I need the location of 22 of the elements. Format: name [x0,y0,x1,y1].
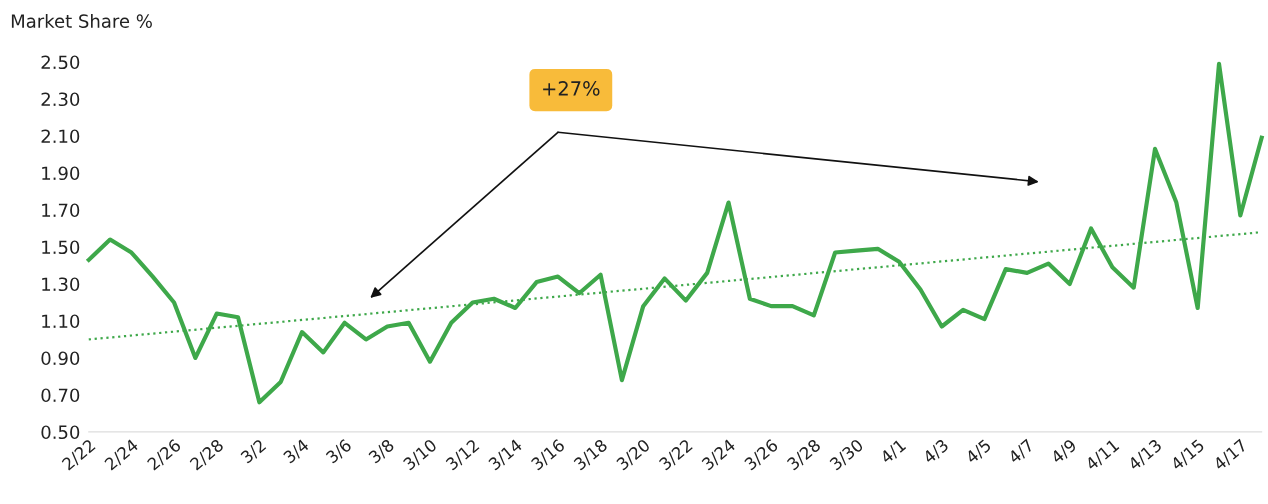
y-tick-label: 1.50 [42,240,80,255]
x-tick-label: 3/6 [325,438,353,465]
x-tick-label: 4/7 [1007,438,1036,466]
y-tick-label: 1.30 [42,277,80,292]
x-tick-label: 4/1 [879,438,908,466]
x-tick-label: 3/8 [367,438,396,465]
x-tick-label: 4/3 [922,438,950,466]
x-tick-label: 3/2 [239,438,268,465]
y-tick-label: 2.50 [41,55,80,70]
y-tick-label: 2.30 [41,92,80,107]
y-axis-title: Market Share % [11,13,152,28]
y-tick-label: 0.90 [41,351,80,366]
x-tick-label: 4/5 [964,438,993,466]
y-tick-label: 0.70 [41,388,80,403]
y-tick-label: 2.10 [41,129,80,144]
x-tick-label: 3/4 [282,438,311,465]
y-tick-label: 1.70 [42,203,80,218]
annotation: +27% [543,81,600,96]
y-tick-label: 1.90 [42,166,80,181]
y-tick-label: 0.50 [41,425,80,440]
x-tick-label: 4/9 [1050,438,1078,466]
y-tick-label: 1.10 [42,314,80,329]
